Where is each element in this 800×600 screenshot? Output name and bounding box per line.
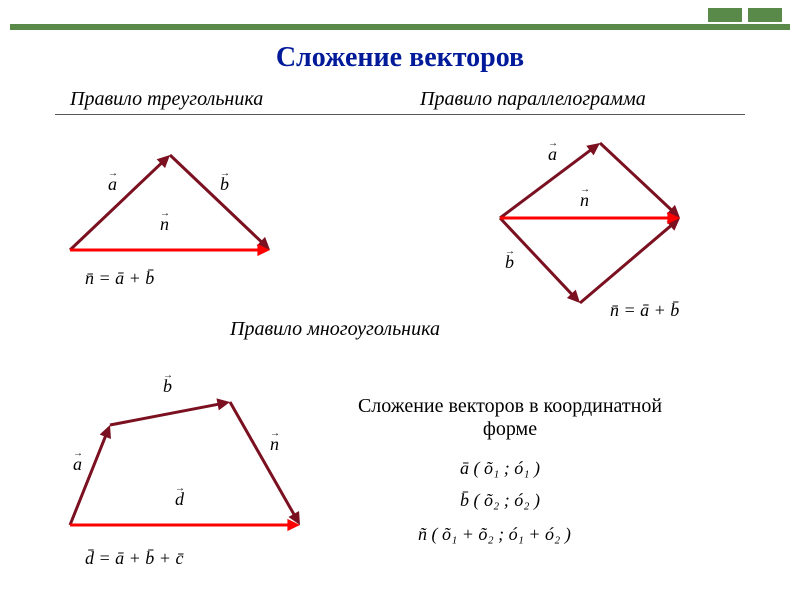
section-polygon-title: Правило многоугольника: [230, 318, 440, 341]
svg-text:→: →: [108, 168, 118, 179]
svg-text:→: →: [548, 138, 558, 149]
svg-text:→: →: [73, 448, 83, 459]
subtitle-triangle: Правило треугольника: [70, 88, 263, 111]
accent-square-1: [708, 8, 742, 22]
formula-coord-b: b̄ ( õ₂ ; ó₂ ): [460, 490, 540, 511]
accent-square-2: [748, 8, 782, 22]
svg-text:→: →: [270, 428, 280, 439]
diagram-polygon: a→b→n→d→: [55, 370, 325, 570]
formula-coord-n: ñ ( õ₁ + õ₂ ; ó₁ + ó₂ ): [418, 524, 571, 545]
formula-polygon: d̄ = ā + b̄ + c̄: [85, 548, 183, 569]
section-coord-title: Сложение векторов в координатной форме: [310, 395, 710, 441]
page-title: Сложение векторов: [0, 42, 800, 74]
svg-text:→: →: [163, 370, 173, 381]
subtitle-parallelogram: Правило параллелограмма: [420, 88, 646, 111]
formula-triangle: n̄ = ā + b̄: [85, 268, 154, 289]
svg-text:→: →: [175, 483, 185, 494]
svg-text:→: →: [505, 246, 515, 257]
svg-text:→: →: [220, 168, 230, 179]
svg-text:→: →: [160, 208, 170, 219]
header-accent-bar: [10, 10, 790, 24]
divider: [55, 114, 745, 115]
section-coord-line1: Сложение векторов в координатной: [358, 395, 662, 417]
formula-coord-a: ā ( õ₁ ; ó₁ ): [460, 458, 540, 479]
diagram-parallelogram: a→b→n→: [430, 128, 730, 328]
formula-parallelogram: n̄ = ā + b̄: [610, 300, 679, 321]
svg-text:→: →: [580, 184, 590, 195]
section-coord-line2: форме: [483, 418, 537, 440]
accent-stripe: [10, 24, 790, 30]
